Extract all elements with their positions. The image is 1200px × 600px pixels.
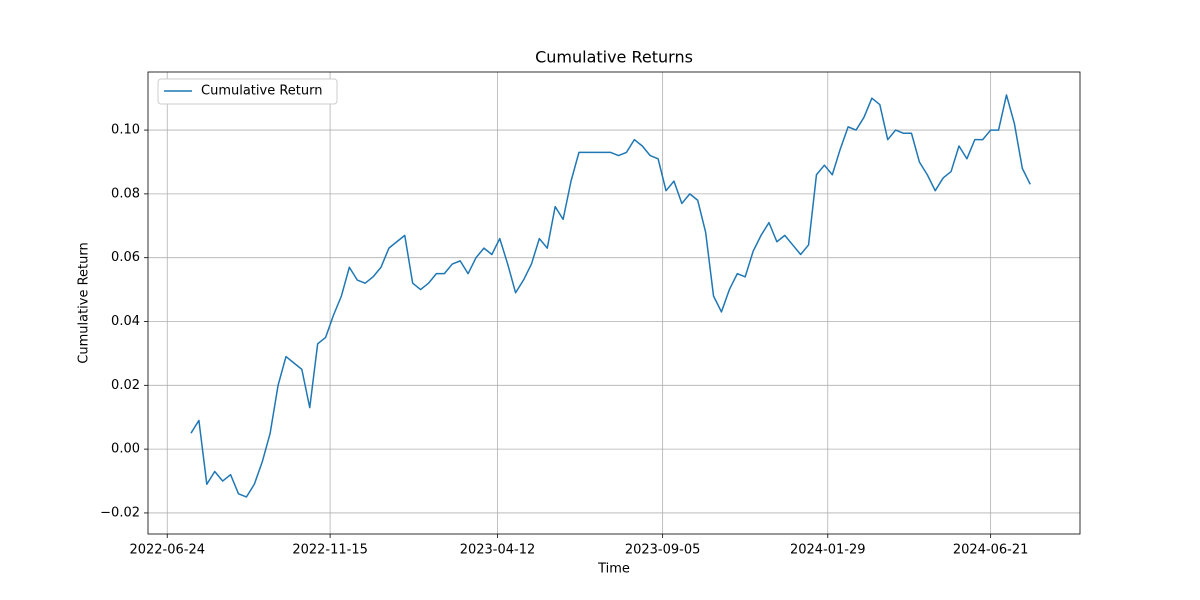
x-tick-label: 2022-11-15 — [292, 543, 368, 558]
y-tick-label: 0.00 — [111, 442, 140, 457]
x-tick-label: 2023-09-05 — [625, 543, 701, 558]
x-tick-label: 2024-01-29 — [790, 543, 866, 558]
x-tick-label: 2024-06-21 — [953, 543, 1029, 558]
legend-label: Cumulative Return — [201, 84, 322, 99]
y-tick-label: 0.08 — [111, 186, 140, 201]
y-tick-label: 0.06 — [111, 250, 140, 265]
plot-frame — [147, 71, 1081, 535]
x-tick-label: 2023-04-12 — [460, 543, 536, 558]
y-axis-label: Cumulative Return — [77, 242, 92, 363]
legend-box — [157, 78, 338, 105]
y-tick-label: 0.10 — [111, 123, 140, 138]
x-axis-label: Time — [597, 562, 630, 577]
chart-title: Cumulative Returns — [535, 48, 693, 67]
data-line — [190, 94, 1031, 498]
y-tick-label: 0.02 — [111, 378, 140, 393]
x-tick-label: 2022-06-24 — [129, 543, 205, 558]
y-tick-label: −0.02 — [100, 505, 140, 520]
y-tick-label: 0.04 — [111, 314, 140, 329]
